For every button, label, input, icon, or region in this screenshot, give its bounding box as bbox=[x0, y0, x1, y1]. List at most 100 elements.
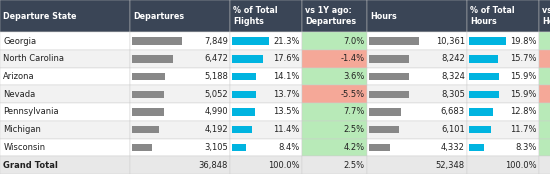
Text: 3.6%: 3.6% bbox=[343, 72, 365, 81]
Bar bbox=[539, 68, 550, 85]
Text: 14.1%: 14.1% bbox=[273, 72, 300, 81]
Bar bbox=[367, 32, 467, 50]
Text: 7.0%: 7.0% bbox=[344, 37, 365, 46]
Bar bbox=[302, 121, 367, 139]
Bar bbox=[130, 85, 230, 103]
Text: 8,324: 8,324 bbox=[441, 72, 465, 81]
Bar bbox=[232, 55, 262, 62]
Text: 13.7%: 13.7% bbox=[273, 90, 300, 99]
Text: 36,848: 36,848 bbox=[199, 161, 228, 170]
Bar bbox=[367, 156, 467, 174]
Bar bbox=[367, 121, 467, 139]
Bar bbox=[369, 144, 390, 151]
Bar bbox=[302, 68, 367, 85]
Bar bbox=[232, 144, 246, 151]
Bar bbox=[230, 139, 302, 156]
Bar bbox=[132, 73, 165, 80]
Bar bbox=[469, 108, 493, 116]
Bar bbox=[539, 50, 550, 68]
Bar bbox=[539, 139, 550, 156]
Text: North Carolina: North Carolina bbox=[3, 54, 64, 63]
Bar bbox=[232, 37, 269, 45]
Bar bbox=[469, 55, 498, 62]
Text: 7.7%: 7.7% bbox=[343, 108, 365, 116]
Text: 17.6%: 17.6% bbox=[273, 54, 300, 63]
Bar bbox=[132, 126, 159, 133]
Text: Pennsylvania: Pennsylvania bbox=[3, 108, 59, 116]
Bar bbox=[130, 50, 230, 68]
Bar bbox=[369, 37, 419, 45]
Text: 19.8%: 19.8% bbox=[510, 37, 537, 46]
Text: 8.4%: 8.4% bbox=[278, 143, 300, 152]
Bar bbox=[130, 156, 230, 174]
Bar bbox=[232, 108, 255, 116]
Bar bbox=[0, 121, 130, 139]
Bar bbox=[369, 55, 409, 62]
Bar bbox=[130, 103, 230, 121]
Text: Georgia: Georgia bbox=[3, 37, 36, 46]
Bar bbox=[467, 50, 539, 68]
Bar bbox=[0, 85, 130, 103]
Bar bbox=[130, 121, 230, 139]
Text: 21.3%: 21.3% bbox=[273, 37, 300, 46]
Text: vs 1Y ago:
Hours: vs 1Y ago: Hours bbox=[542, 6, 550, 26]
Bar bbox=[0, 103, 130, 121]
Text: % of Total
Hours: % of Total Hours bbox=[470, 6, 515, 26]
Text: Michigan: Michigan bbox=[3, 125, 41, 134]
Bar bbox=[369, 126, 399, 133]
Text: 13.5%: 13.5% bbox=[273, 108, 300, 116]
Text: 11.4%: 11.4% bbox=[273, 125, 300, 134]
Text: 10,361: 10,361 bbox=[436, 37, 465, 46]
Bar bbox=[0, 156, 130, 174]
Bar bbox=[130, 0, 230, 32]
Bar bbox=[230, 103, 302, 121]
Bar bbox=[132, 144, 152, 151]
Text: 11.7%: 11.7% bbox=[510, 125, 537, 134]
Bar bbox=[130, 139, 230, 156]
Bar bbox=[539, 156, 550, 174]
Bar bbox=[367, 68, 467, 85]
Bar bbox=[232, 90, 256, 98]
Bar bbox=[469, 90, 499, 98]
Text: 100.0%: 100.0% bbox=[268, 161, 300, 170]
Text: 7,849: 7,849 bbox=[204, 37, 228, 46]
Text: 8,305: 8,305 bbox=[441, 90, 465, 99]
Bar bbox=[467, 121, 539, 139]
Bar bbox=[0, 68, 130, 85]
Text: 15.9%: 15.9% bbox=[510, 90, 537, 99]
Bar bbox=[369, 108, 402, 116]
Text: 3,105: 3,105 bbox=[204, 143, 228, 152]
Bar bbox=[539, 0, 550, 32]
Bar bbox=[132, 108, 164, 116]
Bar bbox=[367, 50, 467, 68]
Bar bbox=[302, 0, 367, 32]
Text: -1.4%: -1.4% bbox=[340, 54, 365, 63]
Bar bbox=[469, 144, 485, 151]
Bar bbox=[0, 32, 130, 50]
Bar bbox=[467, 156, 539, 174]
Text: 8,242: 8,242 bbox=[441, 54, 465, 63]
Bar bbox=[230, 85, 302, 103]
Bar bbox=[230, 68, 302, 85]
Text: 8.3%: 8.3% bbox=[515, 143, 537, 152]
Bar bbox=[0, 0, 130, 32]
Bar bbox=[467, 0, 539, 32]
Text: 4,192: 4,192 bbox=[204, 125, 228, 134]
Text: 2.5%: 2.5% bbox=[344, 125, 365, 134]
Bar bbox=[369, 90, 409, 98]
Text: vs 1Y ago:
Departures: vs 1Y ago: Departures bbox=[305, 6, 356, 26]
Bar bbox=[230, 32, 302, 50]
Bar bbox=[467, 139, 539, 156]
Text: 5,188: 5,188 bbox=[204, 72, 228, 81]
Text: 6,472: 6,472 bbox=[204, 54, 228, 63]
Bar bbox=[467, 85, 539, 103]
Bar bbox=[232, 126, 252, 133]
Bar bbox=[230, 121, 302, 139]
Text: 4.2%: 4.2% bbox=[344, 143, 365, 152]
Bar bbox=[230, 50, 302, 68]
Bar bbox=[130, 32, 230, 50]
Text: 4,332: 4,332 bbox=[441, 143, 465, 152]
Bar bbox=[230, 156, 302, 174]
Text: Grand Total: Grand Total bbox=[3, 161, 58, 170]
Bar bbox=[469, 126, 491, 133]
